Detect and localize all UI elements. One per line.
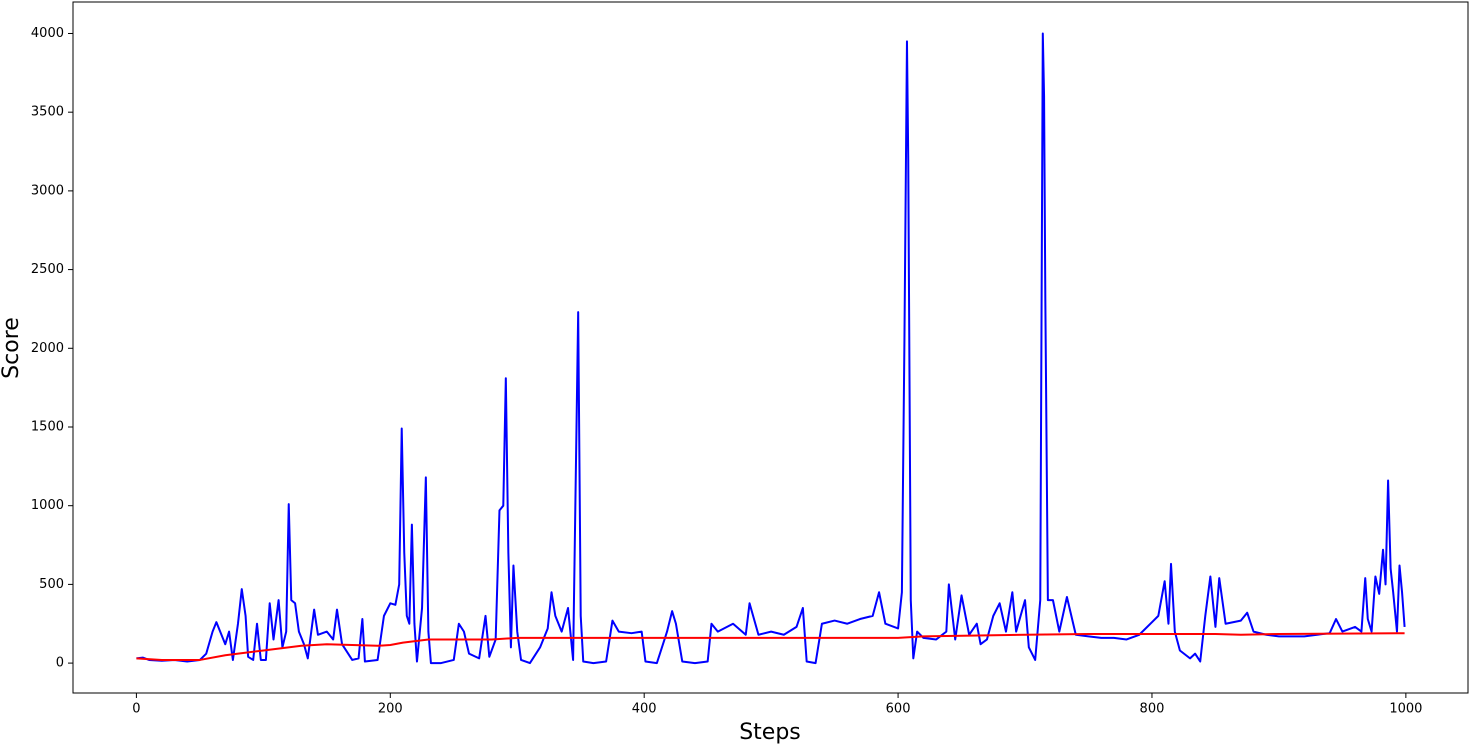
y-tick-label: 3000 — [31, 183, 64, 198]
x-tick-label: 600 — [886, 702, 911, 717]
y-tick-label: 2500 — [31, 262, 64, 277]
x-axis-label: Steps — [739, 720, 801, 745]
data-line — [136, 632, 1405, 661]
data-line — [136, 32, 1406, 665]
y-tick-label: 2000 — [31, 341, 64, 356]
y-tick-label: 1500 — [31, 419, 64, 434]
y-tick-label: 0 — [56, 656, 64, 671]
x-tick-label: 1000 — [1389, 702, 1422, 717]
plot-frame — [72, 1, 1469, 694]
y-axis-label: Score — [0, 317, 24, 379]
x-tick-label: 0 — [132, 702, 140, 717]
y-tick-label: 1000 — [31, 498, 64, 513]
x-tick-label: 200 — [378, 702, 403, 717]
x-tick-label: 800 — [1140, 702, 1165, 717]
y-tick-label: 500 — [39, 577, 64, 592]
x-tick-label: 400 — [632, 702, 657, 717]
y-tick-label: 4000 — [31, 26, 64, 41]
y-tick-label: 3500 — [31, 105, 64, 120]
